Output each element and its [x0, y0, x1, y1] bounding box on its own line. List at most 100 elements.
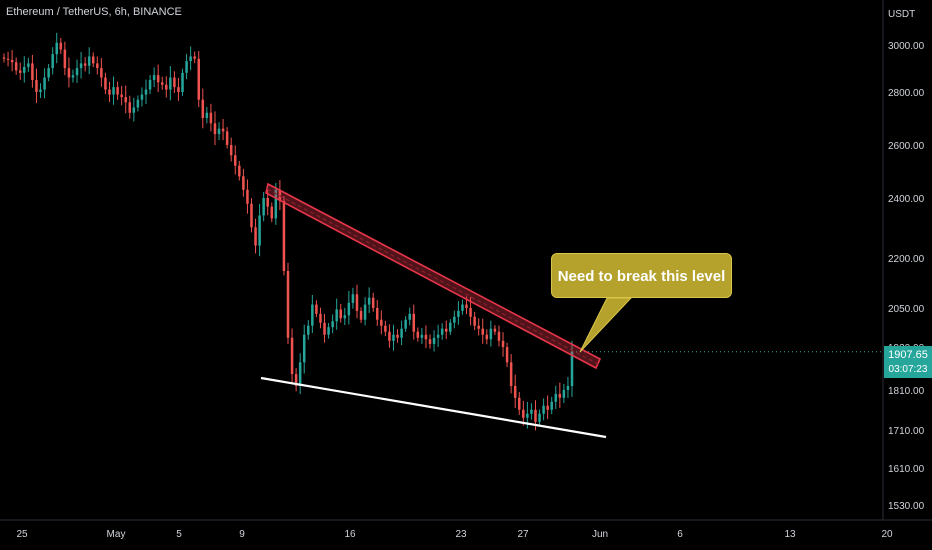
candle [420, 327, 424, 344]
callout-box[interactable]: Need to break this level [551, 253, 732, 298]
candle [319, 307, 322, 329]
candle [225, 127, 229, 149]
candle [343, 307, 347, 326]
candle [522, 400, 525, 426]
candle [23, 56, 26, 83]
candle [156, 64, 160, 93]
candle [108, 81, 111, 102]
candle [173, 71, 176, 93]
candle [440, 323, 444, 340]
candle [436, 324, 440, 347]
candle [290, 328, 294, 385]
candle [388, 324, 391, 348]
candle [509, 354, 513, 394]
axis-currency-label: USDT [888, 9, 916, 20]
candle [335, 298, 338, 330]
candle [140, 87, 144, 107]
candle [400, 320, 403, 346]
time-tick-label: 25 [16, 529, 28, 540]
candle [189, 46, 192, 71]
candle [347, 290, 351, 325]
callout-pointer [579, 297, 633, 353]
candle [404, 316, 407, 332]
candle [181, 68, 184, 96]
candle [307, 320, 310, 340]
price-tick-label: 1710.00 [888, 426, 925, 437]
candle [262, 191, 265, 222]
candle [477, 318, 480, 336]
candle [359, 307, 363, 323]
candle [294, 368, 298, 392]
candle [380, 310, 383, 335]
candle [424, 325, 428, 349]
time-tick-label: 16 [344, 529, 356, 540]
candle [513, 374, 517, 408]
support-line[interactable] [260, 376, 607, 439]
price-tick-label: 2200.00 [888, 254, 925, 265]
candle [6, 51, 10, 67]
price-tick-label: 3000.00 [888, 41, 925, 52]
last-price-badge: 1907.65 03:07:23 [884, 346, 932, 378]
price-axis[interactable]: 3000.00 2800.00 2600.00 2400.00 2200.00 2050.… [888, 41, 925, 512]
time-tick-label: 23 [455, 529, 467, 540]
candle [160, 76, 164, 90]
candle [339, 303, 343, 323]
candle [246, 179, 249, 214]
candle [282, 196, 286, 276]
candle [371, 292, 375, 312]
candles-layer [2, 32, 883, 431]
candle [355, 284, 359, 319]
candle [542, 398, 545, 421]
candle [250, 198, 253, 233]
price-tick-label: 2800.00 [888, 88, 925, 99]
candle [392, 324, 395, 351]
drawings-layer [260, 182, 633, 439]
candle [432, 330, 436, 352]
candle [258, 203, 261, 257]
candle [217, 122, 221, 141]
candle [323, 313, 326, 343]
candle [51, 47, 54, 75]
candle [120, 85, 123, 106]
time-tick-label: 6 [677, 529, 683, 540]
price-tick-label: 1530.00 [888, 501, 925, 512]
candle [408, 307, 411, 326]
candle [43, 68, 46, 99]
candle [148, 75, 152, 95]
resistance-trendline[interactable] [265, 182, 602, 370]
price-tick-label: 1610.00 [888, 464, 925, 475]
candle [116, 81, 119, 100]
candle [112, 76, 115, 105]
candle [136, 95, 140, 112]
candle [311, 294, 314, 334]
candle [79, 51, 83, 79]
candle [315, 300, 318, 318]
candle [128, 95, 132, 119]
candle [132, 97, 136, 122]
candle [485, 329, 489, 345]
candle [538, 409, 541, 426]
candle [493, 325, 497, 335]
candle [416, 327, 420, 342]
candle [197, 51, 201, 108]
time-tick-label: May [107, 529, 126, 540]
candle [213, 111, 217, 146]
candle [169, 66, 172, 101]
last-price-value: 1907.65 [888, 349, 928, 361]
time-axis[interactable]: 25 May 5 9 16 23 27 Jun 6 13 20 [16, 529, 893, 540]
symbol-title[interactable]: Ethereum / TetherUS, 6h, BINANCE [6, 6, 182, 18]
candle [165, 76, 168, 98]
candle [562, 384, 566, 404]
candle [302, 324, 306, 374]
candle [274, 182, 278, 225]
candle [193, 51, 196, 64]
candle [298, 353, 302, 395]
candle [566, 376, 570, 398]
price-tick-label: 1810.00 [888, 386, 925, 397]
candle [83, 57, 87, 72]
candle [254, 218, 257, 254]
candle [481, 318, 485, 344]
candle [209, 103, 213, 132]
candle [63, 41, 67, 76]
